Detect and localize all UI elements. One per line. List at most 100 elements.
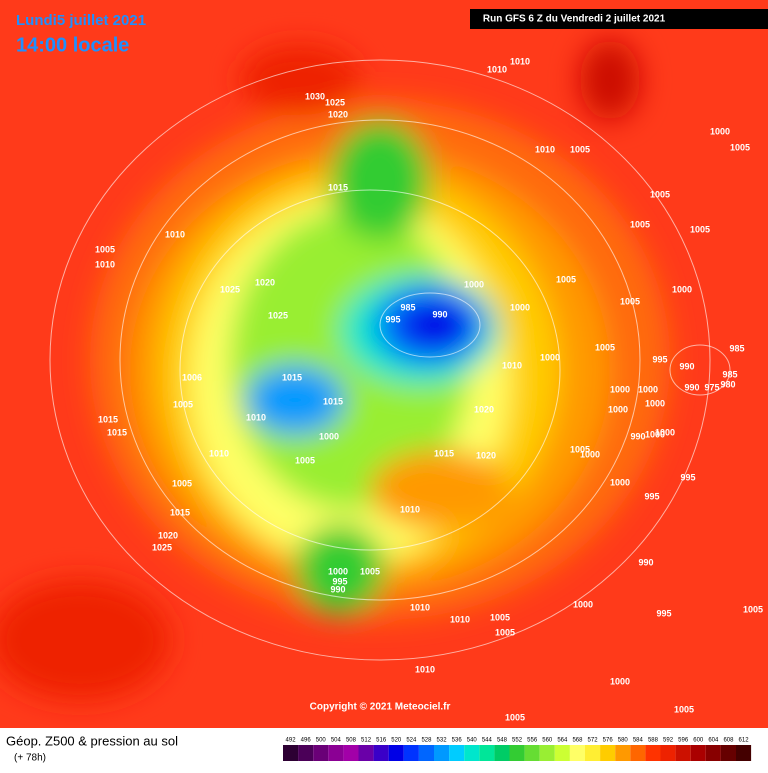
- colorbar-label: 556: [527, 738, 538, 744]
- isobar-label: 1005: [570, 444, 590, 454]
- isobar-label: 1000: [710, 126, 730, 136]
- isobar-label: 1020: [474, 404, 494, 414]
- colorbar-swatch: [660, 745, 676, 761]
- isobar-label: 1005: [505, 712, 525, 722]
- isobar-label: 1006: [182, 372, 202, 382]
- isobar-label: 1020: [476, 450, 496, 460]
- colorbar-label: 520: [391, 738, 402, 744]
- isobar-label: 995: [652, 354, 667, 364]
- isobar-label: 1005: [172, 478, 192, 488]
- map-time: 14:00 locale: [16, 34, 129, 56]
- isobar-label: 990: [638, 557, 653, 567]
- isobar-label: 1010: [165, 229, 185, 239]
- colorbar-swatch: [690, 745, 706, 761]
- isobar-label: 1015: [323, 396, 343, 406]
- isobar-label: 1005: [630, 219, 650, 229]
- isobar-label: 1005: [495, 627, 515, 637]
- isobar-label: 1015: [434, 448, 454, 458]
- isobar-label: 1010: [487, 64, 507, 74]
- isobar-label: 1005: [595, 342, 615, 352]
- colorbar-swatch: [434, 745, 450, 761]
- colorbar-swatch: [313, 745, 329, 761]
- isobar-label: 1000: [328, 566, 348, 576]
- colorbar-swatch: [343, 745, 359, 761]
- isobar-label: 995: [656, 608, 671, 618]
- colorbar-swatch: [403, 745, 419, 761]
- isobar-label: 1015: [282, 372, 302, 382]
- isobar-label: 995: [385, 314, 400, 324]
- copyright: Copyright © 2021 Meteociel.fr: [310, 702, 451, 713]
- colorbar-label: 592: [663, 738, 674, 744]
- colorbar-label: 528: [421, 738, 432, 744]
- isobar-label: 1005: [620, 296, 640, 306]
- isobar-label: 990: [684, 382, 699, 392]
- isobar-label: 1010: [415, 664, 435, 674]
- isobar-label: 1010: [510, 56, 530, 66]
- isobar-label: 990: [432, 309, 447, 319]
- isobar-label: 1000: [655, 427, 675, 437]
- colorbar-label: 544: [482, 738, 493, 744]
- isobar-label: 1005: [690, 224, 710, 234]
- legend-subtitle: (+ 78h): [14, 753, 46, 764]
- colorbar-label: 500: [316, 738, 327, 744]
- colorbar-swatch: [479, 745, 495, 761]
- isobar-label: 1000: [610, 477, 630, 487]
- colorbar-swatch: [388, 745, 404, 761]
- isobar-label: 995: [644, 491, 659, 501]
- isobar-label: 995: [332, 576, 347, 586]
- isobar-label: 1025: [268, 310, 288, 320]
- colorbar-swatch: [524, 745, 540, 761]
- isobar-label: 980: [720, 379, 735, 389]
- isobar-label: 1000: [672, 284, 692, 294]
- colorbar-swatch: [554, 745, 570, 761]
- isobar-label: 1000: [540, 352, 560, 362]
- isobar-label: 1010: [400, 504, 420, 514]
- isobar-label: 990: [330, 584, 345, 594]
- colorbar-label: 580: [618, 738, 629, 744]
- colorbar-swatch: [539, 745, 555, 761]
- isobar-label: 1005: [173, 399, 193, 409]
- isobar-label: 1005: [743, 604, 763, 614]
- legend-title: Géop. Z500 & pression au sol: [6, 733, 178, 748]
- isobar-label: 1010: [535, 144, 555, 154]
- isobar-label: 1020: [158, 530, 178, 540]
- isobar-label: 1005: [295, 455, 315, 465]
- colorbar-label: 612: [739, 738, 750, 744]
- isobar-label: 1010: [95, 259, 115, 269]
- run-info: Run GFS 6 Z du Vendredi 2 juillet 2021: [483, 14, 666, 25]
- colorbar-label: 608: [723, 738, 734, 744]
- colorbar-label: 572: [588, 738, 599, 744]
- colorbar-label: 560: [542, 738, 553, 744]
- colorbar-swatch: [630, 745, 646, 761]
- colorbar-swatch: [298, 745, 314, 761]
- isobar-label: 1005: [95, 244, 115, 254]
- colorbar-swatch: [615, 745, 631, 761]
- isobar-label: 1025: [220, 284, 240, 294]
- colorbar-label: 596: [678, 738, 689, 744]
- colorbar-label: 564: [557, 738, 568, 744]
- colorbar-label: 604: [708, 738, 719, 744]
- isobar-label: 1005: [730, 142, 750, 152]
- colorbar-label: 584: [633, 738, 644, 744]
- colorbar-label: 548: [497, 738, 508, 744]
- colorbar-swatch: [720, 745, 736, 761]
- isobar-label: 1020: [255, 277, 275, 287]
- colorbar-swatch: [705, 745, 721, 761]
- colorbar-label: 588: [648, 738, 659, 744]
- isobar-label: 1000: [638, 384, 658, 394]
- isobar-label: 1030: [305, 91, 325, 101]
- colorbar-swatch: [494, 745, 510, 761]
- isobar-label: 1000: [573, 599, 593, 609]
- isobar-label: 1005: [556, 274, 576, 284]
- geopotential-field: [0, 0, 768, 728]
- isobar-label: 1020: [328, 109, 348, 119]
- colorbar-swatch: [464, 745, 480, 761]
- colorbar-swatch: [675, 745, 691, 761]
- colorbar-swatch: [645, 745, 661, 761]
- isobar-label: 1010: [502, 360, 522, 370]
- isobar-label: 975: [704, 382, 719, 392]
- colorbar-label: 540: [467, 738, 478, 744]
- colorbar-swatch: [418, 745, 434, 761]
- isobar-label: 990: [630, 431, 645, 441]
